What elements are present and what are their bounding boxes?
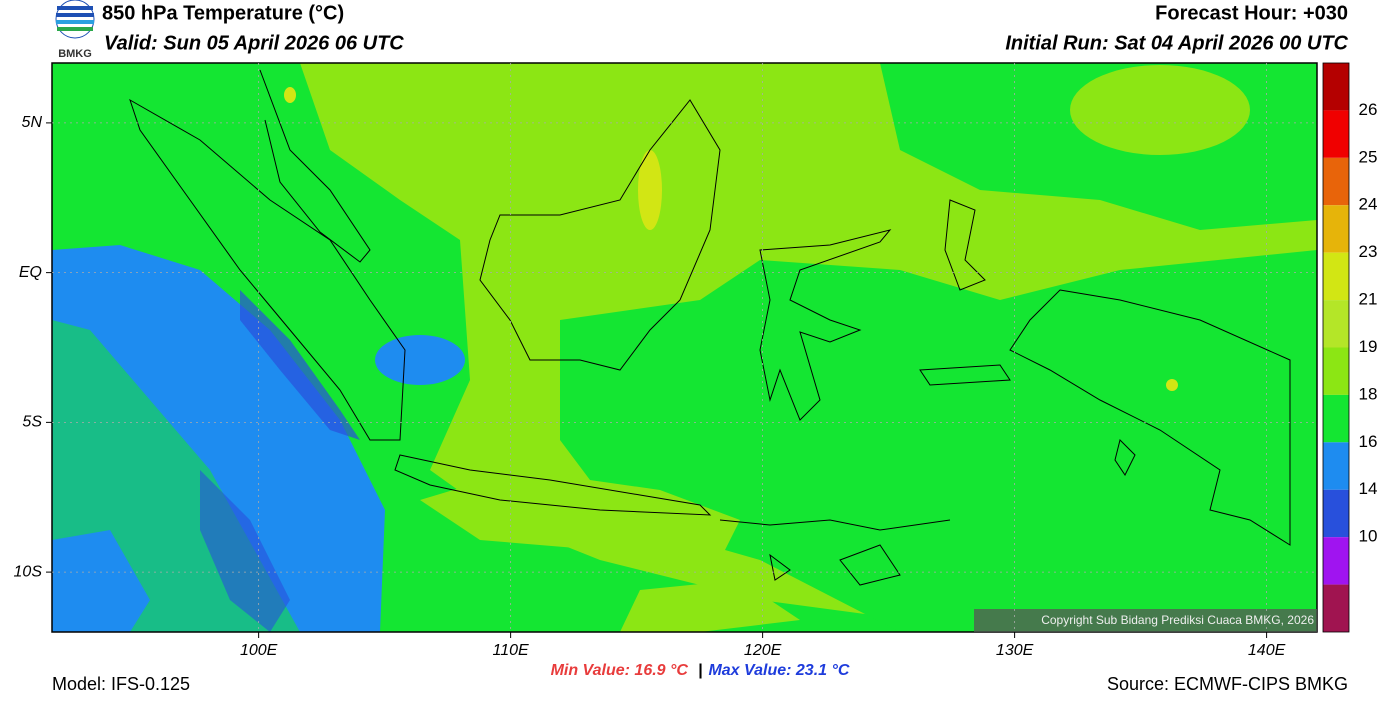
colorbar-segment [1323, 489, 1349, 538]
temperature-field [52, 63, 1317, 632]
map-frame [51, 62, 1318, 633]
min-max: Min Value: 16.9 °C | Max Value: 23.1 °C [551, 662, 850, 679]
colorbar-segment [1323, 205, 1349, 253]
lon-tick-label: 100E [240, 642, 278, 659]
colorbar-segment [1323, 252, 1349, 301]
colorbar-label: 10 [1359, 527, 1378, 546]
max-value: Max Value: 23.1 °C [708, 662, 849, 679]
colorbar-segment [1323, 157, 1349, 206]
colorbar-segment [1323, 300, 1349, 348]
source: Source: ECMWF-CIPS BMKG [1107, 674, 1348, 694]
separator: | [698, 662, 702, 679]
copyright-box [974, 609, 1317, 632]
colorbar-segment [1323, 442, 1349, 490]
valid-time: Valid: Sun 05 April 2026 06 UTC [104, 32, 404, 54]
colorbar-segment [1323, 584, 1349, 632]
lat-tick-label: 5N [22, 114, 43, 131]
colorbar-segment [1323, 63, 1349, 111]
min-value: Min Value: 16.9 °C [551, 662, 689, 679]
colorbar-label: 23 [1359, 242, 1378, 261]
colorbar-segment [1323, 110, 1349, 158]
lat-tick-label: 5S [22, 414, 42, 431]
lat-tick-label: EQ [19, 264, 42, 281]
colorbar-frame [1322, 62, 1350, 633]
colorbar-label: 21 [1359, 290, 1378, 309]
forecast-hour: Forecast Hour: +030 [1155, 2, 1348, 24]
lat-tick-label: 10S [14, 563, 43, 580]
title: 850 hPa Temperature (°C) [102, 2, 344, 24]
colorbar-label: 16 [1359, 432, 1378, 451]
lon-tick-label: 130E [996, 642, 1034, 659]
colorbar-segment [1323, 394, 1349, 443]
model: Model: IFS-0.125 [52, 674, 190, 694]
initial-run: Initial Run: Sat 04 April 2026 00 UTC [1005, 32, 1348, 54]
colorbar-label: 26 [1359, 100, 1378, 119]
colorbar-label: 24 [1359, 195, 1378, 214]
logo: BMKG [55, 0, 95, 60]
colorbar-label: 14 [1359, 479, 1378, 498]
colorbar-segment [1323, 347, 1349, 395]
colorbar-label: 19 [1359, 337, 1378, 356]
lon-tick-label: 110E [493, 642, 530, 659]
colorbar-label: 18 [1359, 384, 1378, 403]
logo-text: BMKG [58, 48, 92, 60]
lon-tick-label: 120E [744, 642, 782, 659]
colorbar-label: 25 [1359, 147, 1378, 166]
coastlines [129, 69, 1291, 586]
colorbar-segment [1323, 537, 1349, 585]
lon-tick-label: 140E [1248, 642, 1286, 659]
copyright: Copyright Sub Bidang Prediksi Cuaca BMKG… [1041, 613, 1314, 627]
